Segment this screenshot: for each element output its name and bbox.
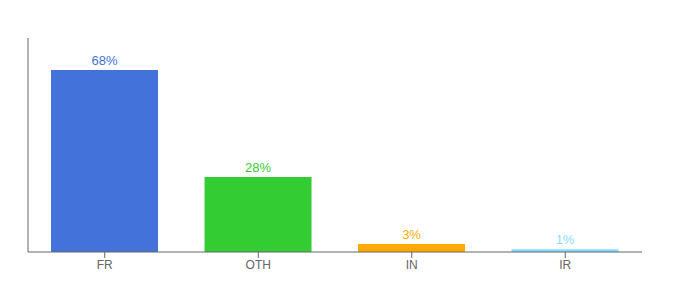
svg-text:FR: FR xyxy=(97,258,113,272)
svg-text:IR: IR xyxy=(559,258,571,272)
svg-text:68%: 68% xyxy=(92,53,118,68)
svg-text:3%: 3% xyxy=(402,227,421,242)
svg-text:IN: IN xyxy=(406,258,418,272)
svg-text:1%: 1% xyxy=(556,232,575,247)
svg-text:28%: 28% xyxy=(245,160,271,175)
svg-text:OTH: OTH xyxy=(246,258,271,272)
